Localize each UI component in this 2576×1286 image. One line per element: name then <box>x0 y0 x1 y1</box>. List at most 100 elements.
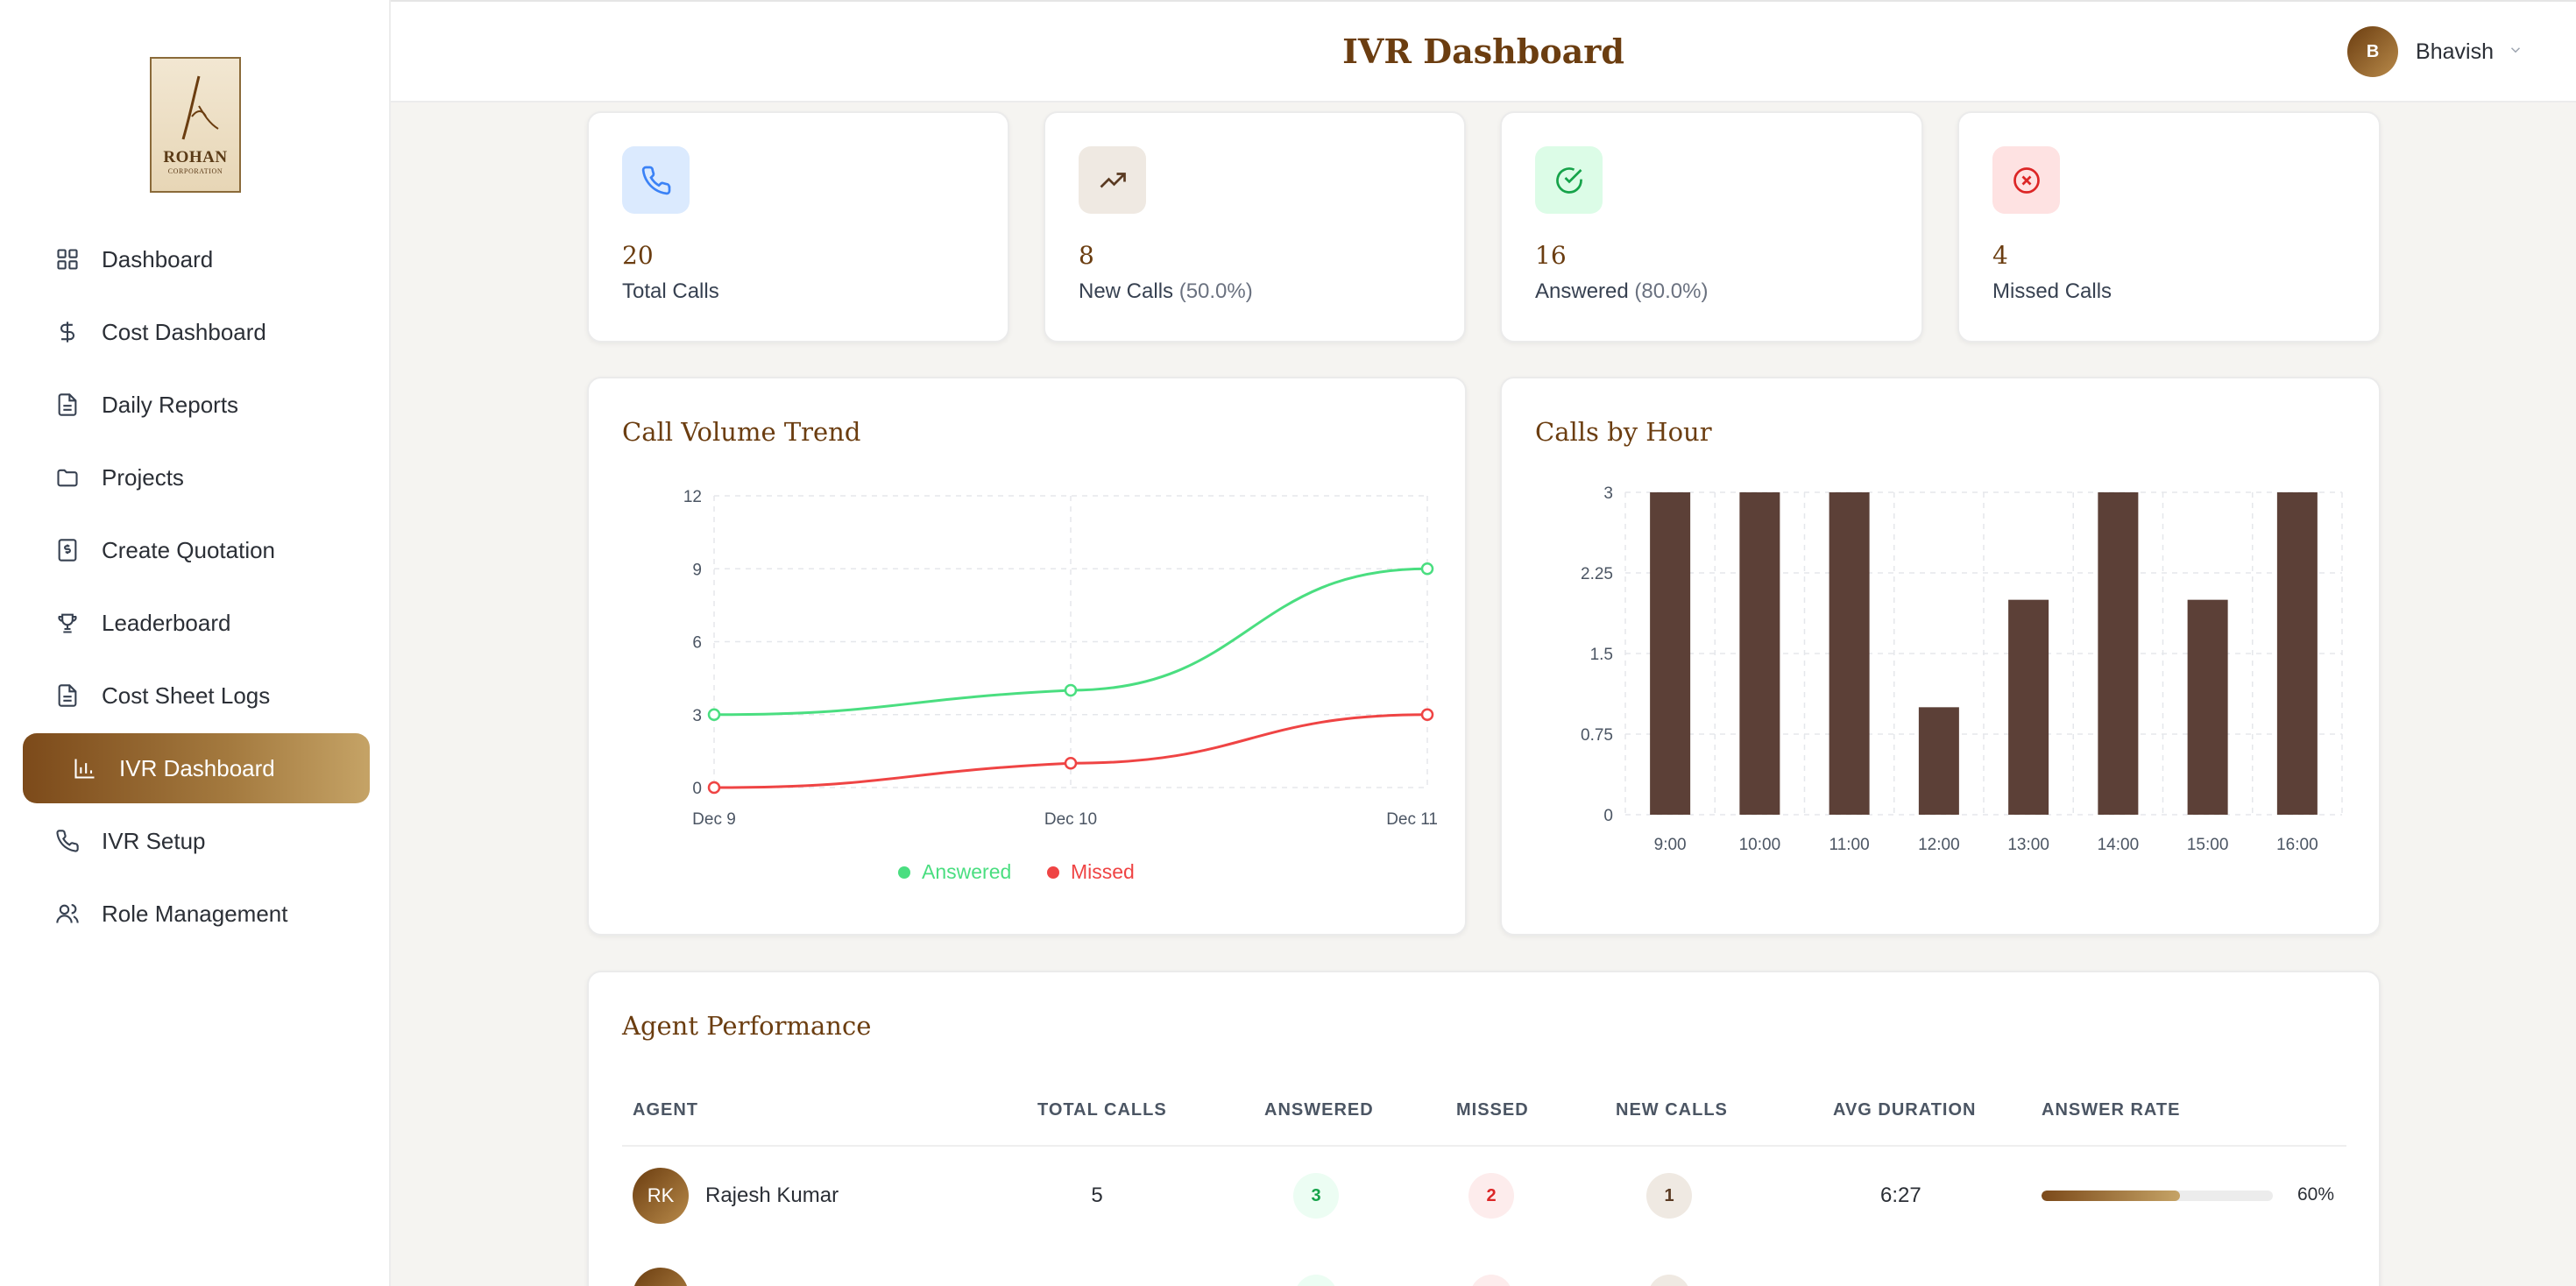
total-calls-value: 5 <box>1091 1184 1103 1207</box>
bar <box>2008 599 2049 815</box>
stat-value: 8 <box>1079 241 1094 270</box>
phone-icon <box>54 828 81 854</box>
sidebar-item-label: IVR Dashboard <box>119 754 275 781</box>
stat-card-missed-calls: 4 Missed Calls <box>1957 111 2381 343</box>
sidebar-item-leaderboard[interactable]: Leaderboard <box>23 588 370 658</box>
dollar-icon <box>54 319 81 345</box>
chart-title: Calls by Hour <box>1535 417 1712 447</box>
sidebar-item-label: Role Management <box>102 900 288 927</box>
x-tick-label: 14:00 <box>2098 836 2140 854</box>
call-volume-trend-card: Call Volume Trend 0 3 6 9 12 Dec 9 Dec 10 Dec 1… <box>587 377 1467 936</box>
avatar: B <box>2347 26 2399 77</box>
receipt-icon <box>54 537 81 563</box>
column-header-avg-duration[interactable]: AVG DURATION <box>1833 1100 1977 1120</box>
table-divider <box>622 1145 2346 1147</box>
sidebar-item-dashboard[interactable]: Dashboard <box>23 224 370 294</box>
x-tick-label: 15:00 <box>2187 836 2229 854</box>
sidebar-item-ivr-dashboard[interactable]: IVR Dashboard <box>23 733 370 803</box>
avg-duration-value: 6:27 <box>1880 1184 1921 1207</box>
page-title: IVR Dashboard <box>1342 32 1624 71</box>
x-circle-icon <box>1992 146 2060 214</box>
bar <box>2276 492 2318 815</box>
stat-card-total-calls: 20 Total Calls <box>587 111 1009 343</box>
x-tick-label: 13:00 <box>2007 836 2049 854</box>
sidebar-item-label: IVR Setup <box>102 827 206 854</box>
sidebar-item-label: Cost Dashboard <box>102 318 266 345</box>
check-circle-icon <box>1535 146 1603 214</box>
sidebar-item-label: Cost Sheet Logs <box>102 682 271 709</box>
column-header-agent[interactable]: AGENT <box>633 1100 698 1120</box>
series-line-answered <box>713 567 1428 717</box>
stat-value: 20 <box>622 241 654 270</box>
bar <box>1739 492 1780 815</box>
avatar <box>633 1268 689 1286</box>
logo-emblem-icon <box>181 75 219 140</box>
sidebar-nav: Dashboard Cost Dashboard Daily Reports P… <box>23 224 370 951</box>
sidebar-item-label: Daily Reports <box>102 391 239 418</box>
sidebar-item-label: Dashboard <box>102 245 214 272</box>
company-logo[interactable]: ROHAN CORPORATION <box>150 57 241 193</box>
bar-chart-icon <box>72 755 98 781</box>
bar <box>2187 599 2228 815</box>
column-header-missed[interactable]: MISSED <box>1456 1100 1529 1120</box>
users-icon <box>54 901 81 927</box>
bar <box>1829 492 1870 815</box>
answered-badge: 3 <box>1293 1173 1339 1219</box>
column-header-answer-rate[interactable]: ANSWER RATE <box>2042 1100 2181 1120</box>
answer-rate-value: 60% <box>2297 1184 2335 1205</box>
sidebar-item-ivr-setup[interactable]: IVR Setup <box>23 806 370 876</box>
chevron-down-icon <box>2508 42 2523 62</box>
top-header: IVR Dashboard B Bhavish <box>391 0 2576 102</box>
data-point <box>1064 683 1078 697</box>
column-header-total-calls[interactable]: TOTAL CALLS <box>1037 1100 1167 1120</box>
bar <box>2098 492 2139 815</box>
sidebar-item-projects[interactable]: Projects <box>23 442 370 512</box>
y-tick-label: 3 <box>692 707 702 725</box>
answered-badge <box>1295 1275 1337 1286</box>
trophy-icon <box>54 610 81 636</box>
missed-badge: 2 <box>1468 1173 1514 1219</box>
y-tick-label: 0 <box>1603 807 1613 825</box>
x-tick-label: 12:00 <box>1918 836 1960 854</box>
bar-chart: 0 0.75 1.5 2.25 3 9:00 10:00 11:00 12:00 13:00 14:… <box>1581 484 2343 854</box>
bar <box>1650 492 1691 815</box>
legend-marker <box>1047 866 1059 879</box>
column-header-new-calls[interactable]: NEW CALLS <box>1616 1100 1728 1120</box>
x-tick-label: 10:00 <box>1739 836 1781 854</box>
grid-icon <box>54 246 81 272</box>
x-tick-label: Dec 9 <box>692 810 736 829</box>
sidebar-item-cost-dashboard[interactable]: Cost Dashboard <box>23 297 370 367</box>
avatar: RK <box>633 1168 689 1224</box>
data-point <box>1064 757 1078 770</box>
x-tick-label: Dec 10 <box>1044 810 1097 829</box>
line-chart: 0 3 6 9 12 Dec 9 Dec 10 Dec 11 Answered Missed <box>683 488 1438 883</box>
phone-icon <box>622 146 690 214</box>
trending-up-icon <box>1079 146 1146 214</box>
y-tick-label: 12 <box>683 488 702 506</box>
sidebar-item-create-quotation[interactable]: Create Quotation <box>23 515 370 585</box>
x-tick-label: 11:00 <box>1829 836 1870 854</box>
document-icon <box>54 392 81 418</box>
sidebar-item-role-management[interactable]: Role Management <box>23 879 370 949</box>
y-tick-label: 0.75 <box>1581 726 1613 745</box>
document-icon <box>54 682 81 709</box>
y-tick-label: 2.25 <box>1581 565 1613 583</box>
agent-name: Rajesh Kumar <box>705 1184 839 1207</box>
y-tick-label: 0 <box>692 780 702 798</box>
folder-icon <box>54 464 81 491</box>
logo-subtext: CORPORATION <box>167 167 223 175</box>
stat-card-answered: 16 Answered (80.0%) <box>1500 111 1923 343</box>
user-menu[interactable]: B Bhavish <box>2347 26 2523 77</box>
sidebar-item-label: Create Quotation <box>102 536 276 563</box>
stat-label: New Calls (50.0%) <box>1079 279 1253 303</box>
sidebar-item-daily-reports[interactable]: Daily Reports <box>23 370 370 440</box>
sidebar-item-cost-sheet-logs[interactable]: Cost Sheet Logs <box>23 661 370 731</box>
x-tick-label: Dec 11 <box>1386 810 1438 829</box>
stat-label: Missed Calls <box>1992 279 2112 303</box>
column-header-answered[interactable]: ANSWERED <box>1264 1100 1374 1120</box>
legend-label: Missed <box>1071 860 1135 883</box>
stat-card-new-calls: 8 New Calls (50.0%) <box>1044 111 1466 343</box>
legend-label: Answered <box>922 860 1011 883</box>
user-name: Bhavish <box>2416 39 2494 64</box>
legend-marker <box>898 866 910 879</box>
